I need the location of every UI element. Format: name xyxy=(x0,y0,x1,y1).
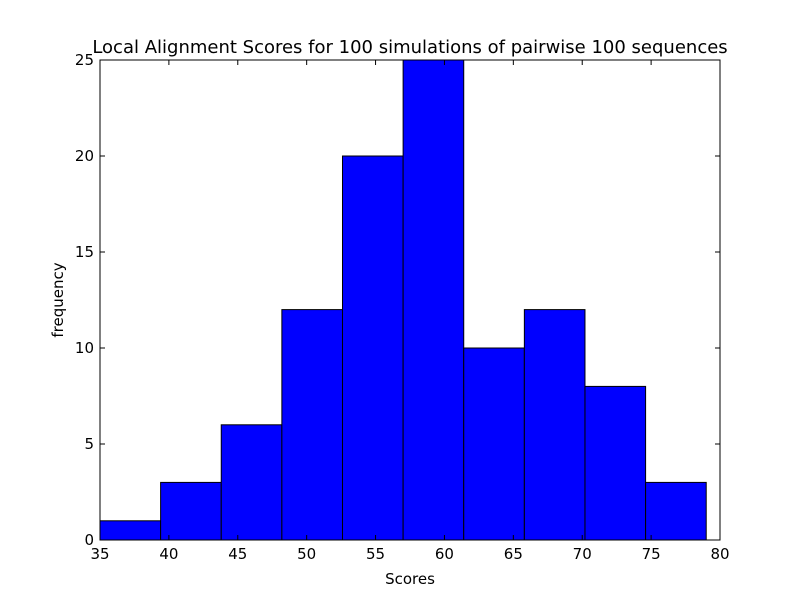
y-tick-label: 5 xyxy=(84,435,94,453)
x-tick-label: 80 xyxy=(710,545,729,563)
ticks-group: 35 40 45 50 55 60 65 70 75 80 0 5 10 15 20 25 xyxy=(75,51,730,563)
x-tick-label: 55 xyxy=(366,545,385,563)
x-tick-label: 40 xyxy=(159,545,178,563)
x-tick-label: 70 xyxy=(573,545,592,563)
histogram-bar xyxy=(281,309,343,541)
y-tick-label: 0 xyxy=(84,531,94,549)
histogram-bar xyxy=(463,347,525,541)
histogram-bar xyxy=(584,385,647,541)
chart-title: Local Alignment Scores for 100 simulatio… xyxy=(92,37,727,58)
x-axis-label: Scores xyxy=(385,570,435,588)
histogram-bar xyxy=(341,155,404,541)
x-tick-label: 65 xyxy=(504,545,523,563)
histogram-bar xyxy=(645,481,707,541)
x-tick-label: 45 xyxy=(228,545,247,563)
x-tick-label: 60 xyxy=(435,545,454,563)
bars-group xyxy=(99,59,707,541)
histogram-bar xyxy=(523,309,586,541)
histogram-bar xyxy=(160,481,222,541)
x-tick-label: 75 xyxy=(642,545,661,563)
histogram-bar xyxy=(402,59,465,541)
histogram-bar xyxy=(220,424,283,541)
y-tick-label: 20 xyxy=(75,147,94,165)
y-tick-label: 15 xyxy=(75,243,94,261)
plot-frame xyxy=(99,59,721,541)
histogram-bar xyxy=(99,520,162,541)
y-axis-label: frequency xyxy=(49,262,67,337)
x-tick-label: 35 xyxy=(90,545,109,563)
y-tick-label: 25 xyxy=(75,51,94,69)
y-tick-label: 10 xyxy=(75,339,94,357)
x-tick-label: 50 xyxy=(297,545,316,563)
